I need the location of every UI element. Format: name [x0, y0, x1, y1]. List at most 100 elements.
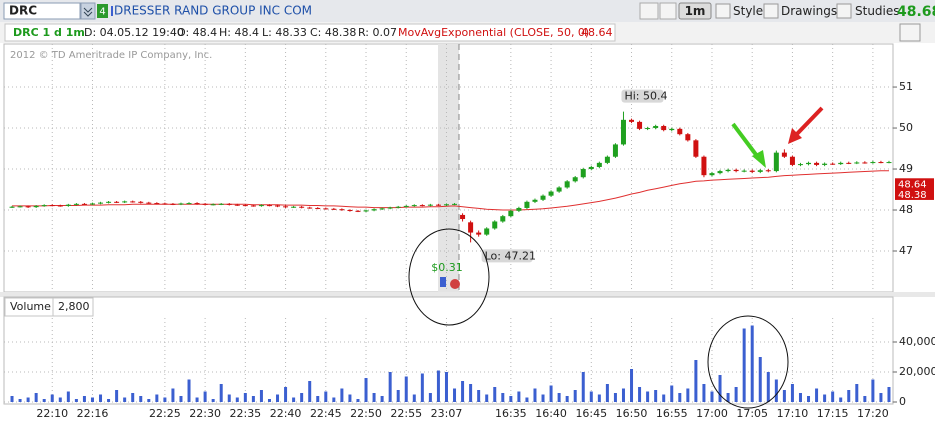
candle-body	[435, 204, 441, 206]
candle-body	[89, 203, 95, 205]
candle-body	[395, 206, 401, 208]
style-icon[interactable]	[715, 3, 731, 19]
candle-body	[540, 195, 546, 200]
expand-icon[interactable]	[899, 23, 921, 42]
x-tick-label: 22:35	[229, 407, 261, 420]
volume-bar	[420, 373, 424, 402]
candle-body	[210, 204, 216, 206]
symbol-dropdown[interactable]	[80, 2, 96, 20]
candle-body	[765, 170, 771, 172]
volume-bar	[436, 370, 440, 402]
x-tick-label: 16:45	[575, 407, 607, 420]
company-name: DRESSER RAND GROUP INC COM	[114, 4, 312, 18]
candle-body	[154, 203, 160, 205]
candle-body	[854, 162, 860, 164]
candle-body	[98, 202, 104, 204]
volume-bar	[871, 379, 875, 402]
volume-bar	[477, 390, 481, 402]
x-tick-label: 22:40	[270, 407, 302, 420]
volume-bar	[485, 394, 489, 402]
candle-body	[862, 162, 868, 164]
volume-bar	[831, 391, 835, 402]
volume-bar	[597, 394, 601, 402]
candle-body	[299, 206, 305, 208]
candle-body	[741, 170, 747, 172]
candle-body	[17, 206, 23, 208]
lo-box	[481, 249, 533, 263]
candle-body	[73, 203, 79, 205]
volume-bar	[678, 393, 682, 402]
header-cells	[4, 23, 616, 42]
volume-bar	[10, 396, 14, 402]
x-tick-label: 17:20	[857, 407, 889, 420]
volume-bar	[131, 393, 135, 402]
candle-body	[612, 144, 618, 157]
interval-button[interactable]	[678, 2, 712, 20]
candle-body	[122, 201, 128, 203]
x-tick-label: 22:25	[149, 407, 181, 420]
volume-bar	[847, 390, 851, 402]
volume-bar	[726, 393, 730, 402]
x-tick-label: 22:10	[36, 407, 68, 420]
volume-bar	[147, 399, 151, 402]
plot: 22:10 22:16 22:25 22:30 22:35 22:40 22:45 22:50…	[4, 44, 935, 420]
volume-title: Volume	[10, 300, 51, 313]
tool-icon[interactable]	[639, 2, 659, 20]
x-tick-label: 17:10	[777, 407, 809, 420]
volume-bar	[66, 391, 70, 402]
candle-body	[476, 232, 482, 235]
drawings-button[interactable]: Drawings	[781, 4, 837, 18]
volume-bar	[798, 393, 802, 402]
bar-low: L: 48.33	[262, 26, 307, 39]
style-button[interactable]: Style	[733, 4, 763, 18]
tool-icon[interactable]	[659, 2, 677, 20]
candle-body	[725, 169, 731, 172]
candle-body	[797, 164, 803, 166]
candle-body	[114, 201, 120, 203]
volume-bar	[34, 393, 38, 402]
volume-bar	[324, 391, 328, 402]
x-tick-label: 22:30	[189, 407, 221, 420]
candle-body	[41, 205, 47, 207]
candle-body	[588, 166, 594, 170]
candle-body	[604, 156, 610, 163]
value-marker	[895, 188, 934, 200]
studies-button[interactable]: Studies	[855, 4, 900, 18]
dropdown-arrow	[83, 7, 93, 17]
studies-icon[interactable]	[836, 3, 852, 19]
badge: 4	[99, 7, 105, 18]
volume-bar	[573, 390, 577, 402]
candle-body	[162, 203, 168, 205]
symbol: DRC	[9, 4, 37, 18]
candle-body	[846, 162, 852, 164]
candle-body	[379, 208, 385, 210]
candle-body	[492, 221, 498, 229]
symbol-input[interactable]	[3, 2, 81, 20]
volume-bar	[581, 372, 585, 402]
candle-body	[773, 152, 779, 172]
candle-body	[468, 222, 474, 233]
candle-body	[838, 162, 844, 165]
volume-bar	[187, 379, 191, 402]
drawings-icon[interactable]	[763, 3, 779, 19]
green-arrowhead	[752, 150, 766, 168]
candle-body	[677, 128, 683, 135]
volume-bar	[638, 387, 642, 402]
volume-bar	[461, 381, 465, 402]
candle-body	[645, 128, 651, 130]
y-tick-label: 20,000	[899, 365, 935, 378]
y-tick-label: 0	[899, 395, 906, 408]
candle-body	[564, 181, 570, 188]
volume-bar	[839, 397, 843, 402]
volume-bar	[565, 396, 569, 402]
volume-bar	[364, 378, 368, 402]
volume-bar	[493, 387, 497, 402]
volume-bar	[533, 388, 537, 402]
candle-body	[580, 169, 586, 178]
volume-bar	[348, 394, 352, 402]
volume-bar	[203, 391, 207, 402]
x-tick-label: 17:15	[817, 407, 849, 420]
volume-bar	[444, 372, 448, 402]
volume-bar	[782, 390, 786, 402]
